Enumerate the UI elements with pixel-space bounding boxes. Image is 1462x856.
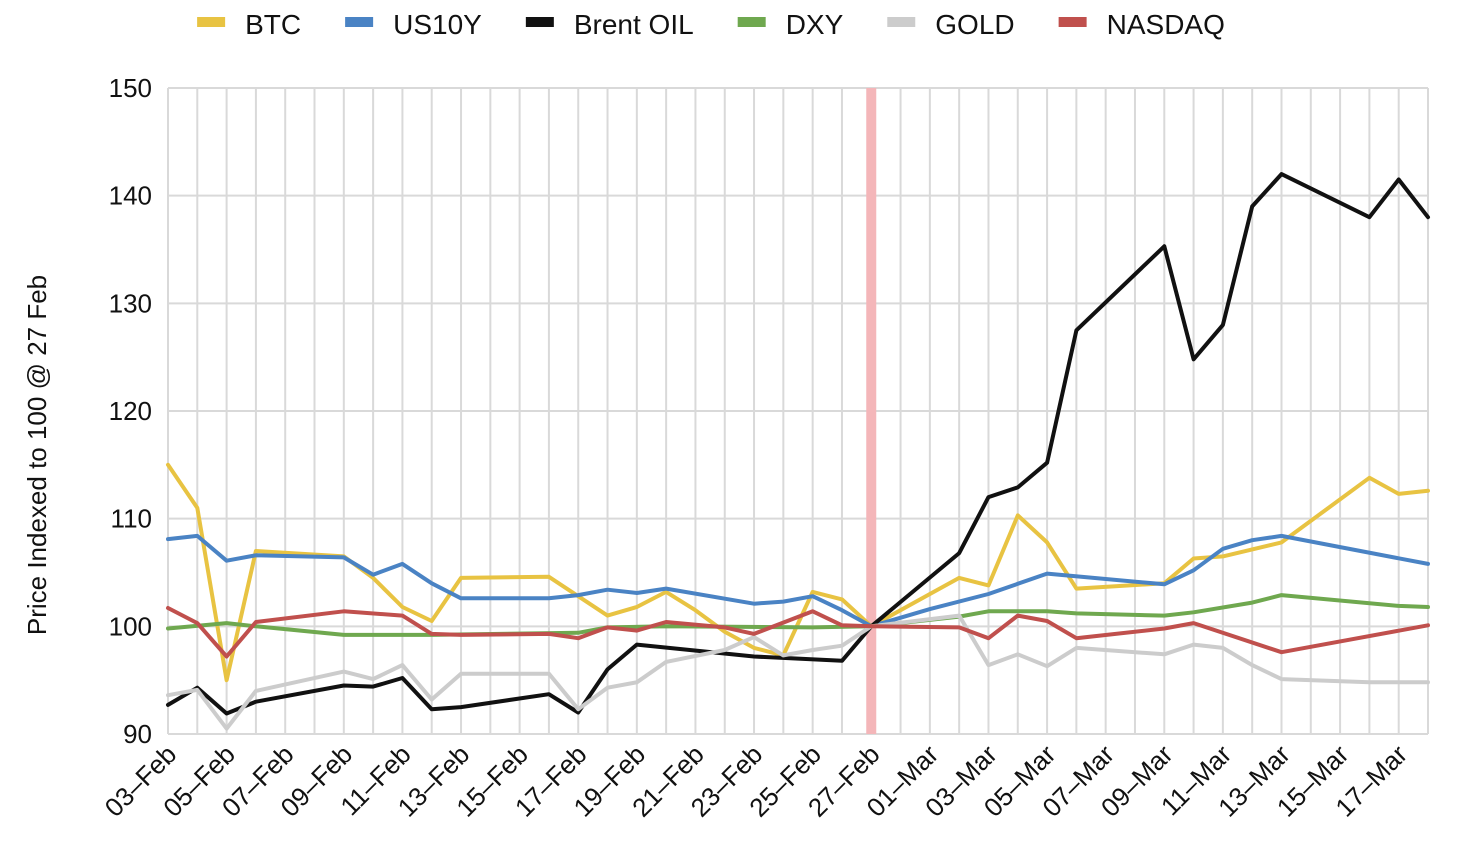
legend-swatch xyxy=(737,17,766,27)
legend-item: US10Y xyxy=(345,9,482,40)
legend-item: NASDAQ xyxy=(1058,9,1225,40)
legend-swatch xyxy=(525,17,554,27)
reference-line-group xyxy=(866,88,877,734)
y-tick-label: 90 xyxy=(123,719,152,749)
legend-swatch xyxy=(887,17,916,27)
legend-swatch xyxy=(345,17,374,27)
x-axis: 03–Feb05–Feb07–Feb09–Feb11–Feb13–Feb15–F… xyxy=(99,739,1414,823)
y-axis-title: Price Indexed to 100 @ 27 Feb xyxy=(22,275,52,635)
reference-line xyxy=(866,88,877,734)
legend-label: DXY xyxy=(786,9,844,40)
y-axis: 90 100 110 120 130 140 150 xyxy=(109,73,152,749)
series-line-us10y xyxy=(166,533,1430,629)
legend-item: GOLD xyxy=(887,9,1015,40)
legend-item: DXY xyxy=(737,9,844,40)
legend-label: GOLD xyxy=(935,9,1014,40)
legend-label: NASDAQ xyxy=(1107,9,1225,40)
legend-swatch xyxy=(1058,17,1087,27)
y-tick-label: 120 xyxy=(109,396,152,426)
series-line-btc xyxy=(166,462,1430,683)
y-tick-label: 150 xyxy=(109,73,152,103)
legend-label: US10Y xyxy=(393,9,482,40)
series-line-nasdaq xyxy=(166,606,1430,659)
series-line-brent-oil xyxy=(166,172,1430,716)
y-tick-label: 100 xyxy=(109,611,152,641)
legend: BTC US10Y Brent OIL DXY GOLD NASDAQ xyxy=(197,9,1225,40)
legend-swatch xyxy=(197,17,226,27)
series-group xyxy=(166,172,1430,731)
y-tick-label: 130 xyxy=(109,288,152,318)
y-tick-label: 140 xyxy=(109,181,152,211)
y-tick-label: 110 xyxy=(111,504,152,534)
legend-label: Brent OIL xyxy=(574,9,694,40)
legend-item: BTC xyxy=(197,9,301,40)
legend-item: Brent OIL xyxy=(525,9,694,40)
legend-label: BTC xyxy=(245,9,301,40)
series-line-gold xyxy=(166,613,1430,731)
